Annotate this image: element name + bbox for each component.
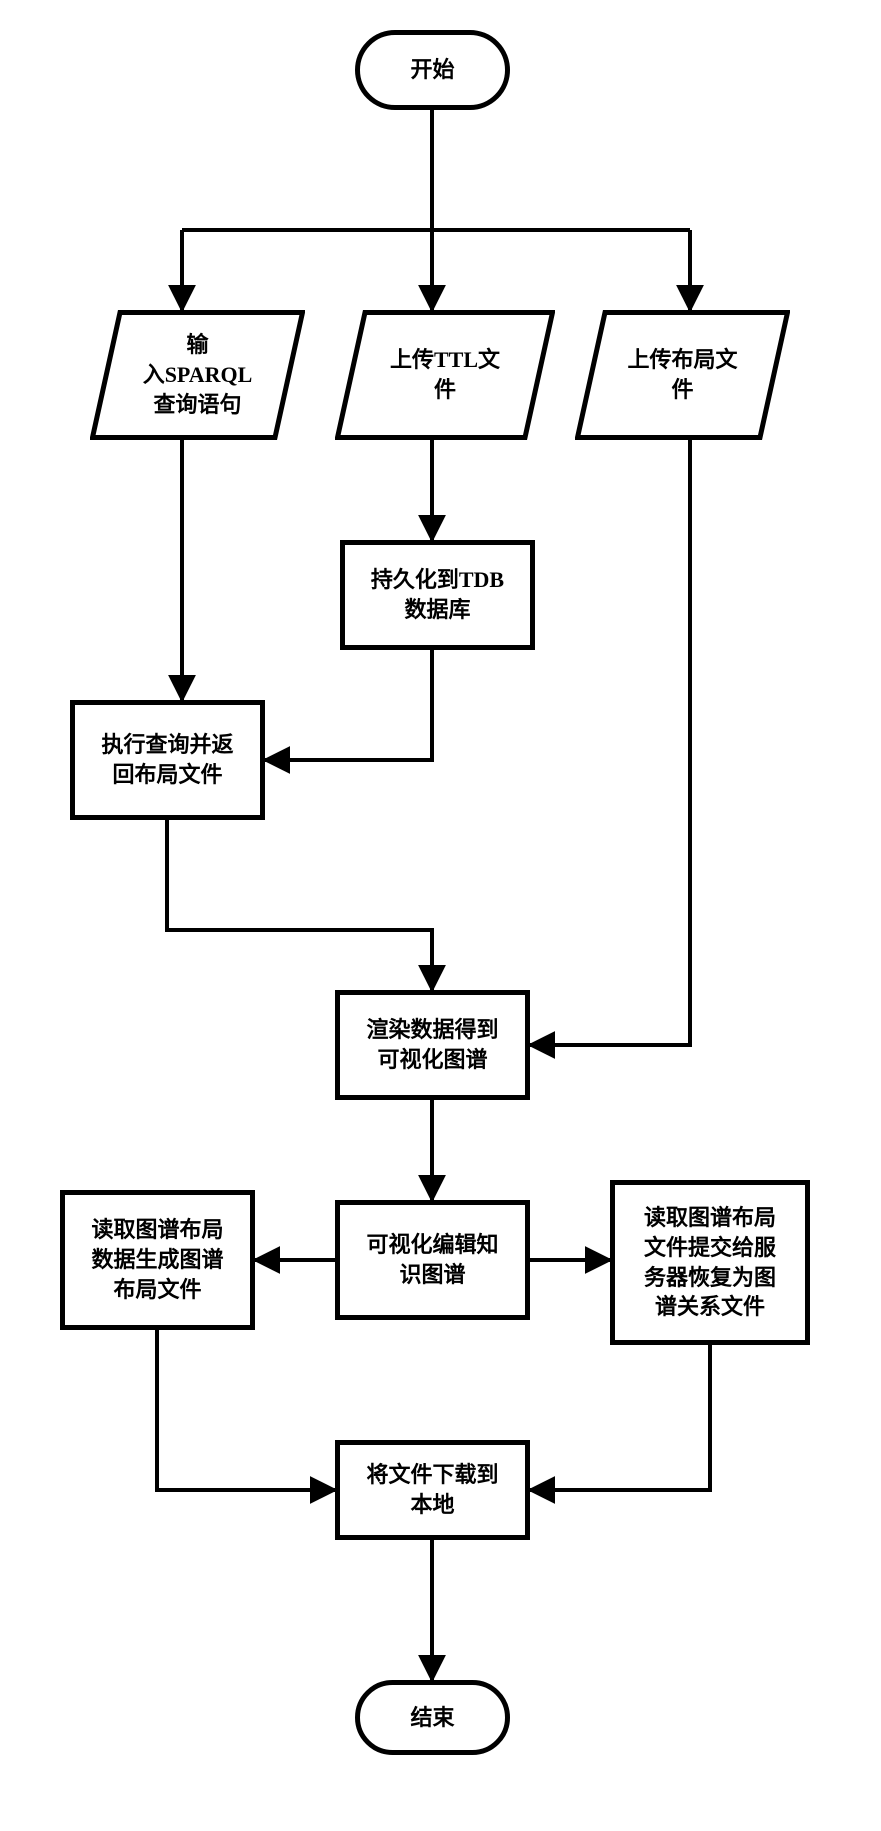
node-label: 执行查询并返回布局文件 bbox=[101, 730, 233, 789]
node-render: 渲染数据得到可视化图谱 bbox=[335, 990, 530, 1100]
node-in_ttl: 上传TTL文件 bbox=[335, 310, 555, 440]
node-exec: 执行查询并返回布局文件 bbox=[70, 700, 265, 820]
node-label: 可视化编辑知识图谱 bbox=[366, 1230, 498, 1289]
node-in_sparql: 输入SPARQL查询语句 bbox=[90, 310, 305, 440]
node-read_gen: 读取图谱布局数据生成图谱布局文件 bbox=[60, 1190, 255, 1330]
edge bbox=[265, 650, 432, 760]
node-label: 上传TTL文件 bbox=[390, 345, 500, 404]
edge bbox=[157, 1330, 335, 1490]
node-label: 将文件下载到本地 bbox=[366, 1460, 498, 1519]
edge bbox=[530, 1345, 710, 1490]
edge bbox=[530, 440, 690, 1045]
flowchart-canvas: 开始输入SPARQL查询语句 上传TTL文件 上传布局文件持久化到TDB数据库执行查… bbox=[0, 0, 881, 1831]
node-label: 读取图谱布局文件提交给服务器恢复为图谱关系文件 bbox=[644, 1203, 776, 1322]
node-end: 结束 bbox=[355, 1680, 510, 1755]
node-label: 开始 bbox=[410, 55, 454, 85]
node-read_rel: 读取图谱布局文件提交给服务器恢复为图谱关系文件 bbox=[610, 1180, 810, 1345]
edge bbox=[167, 820, 432, 990]
node-label: 上传布局文件 bbox=[627, 345, 737, 404]
node-label: 读取图谱布局数据生成图谱布局文件 bbox=[91, 1215, 223, 1304]
node-download: 将文件下载到本地 bbox=[335, 1440, 530, 1540]
node-label: 输入SPARQL查询语句 bbox=[143, 330, 253, 419]
node-edit: 可视化编辑知识图谱 bbox=[335, 1200, 530, 1320]
node-persist: 持久化到TDB数据库 bbox=[340, 540, 535, 650]
node-label: 渲染数据得到可视化图谱 bbox=[366, 1015, 498, 1074]
node-label: 持久化到TDB数据库 bbox=[371, 565, 504, 624]
edge-layer bbox=[0, 0, 881, 1831]
node-label: 结束 bbox=[410, 1703, 454, 1733]
node-start: 开始 bbox=[355, 30, 510, 110]
node-in_layout: 上传布局文件 bbox=[575, 310, 790, 440]
